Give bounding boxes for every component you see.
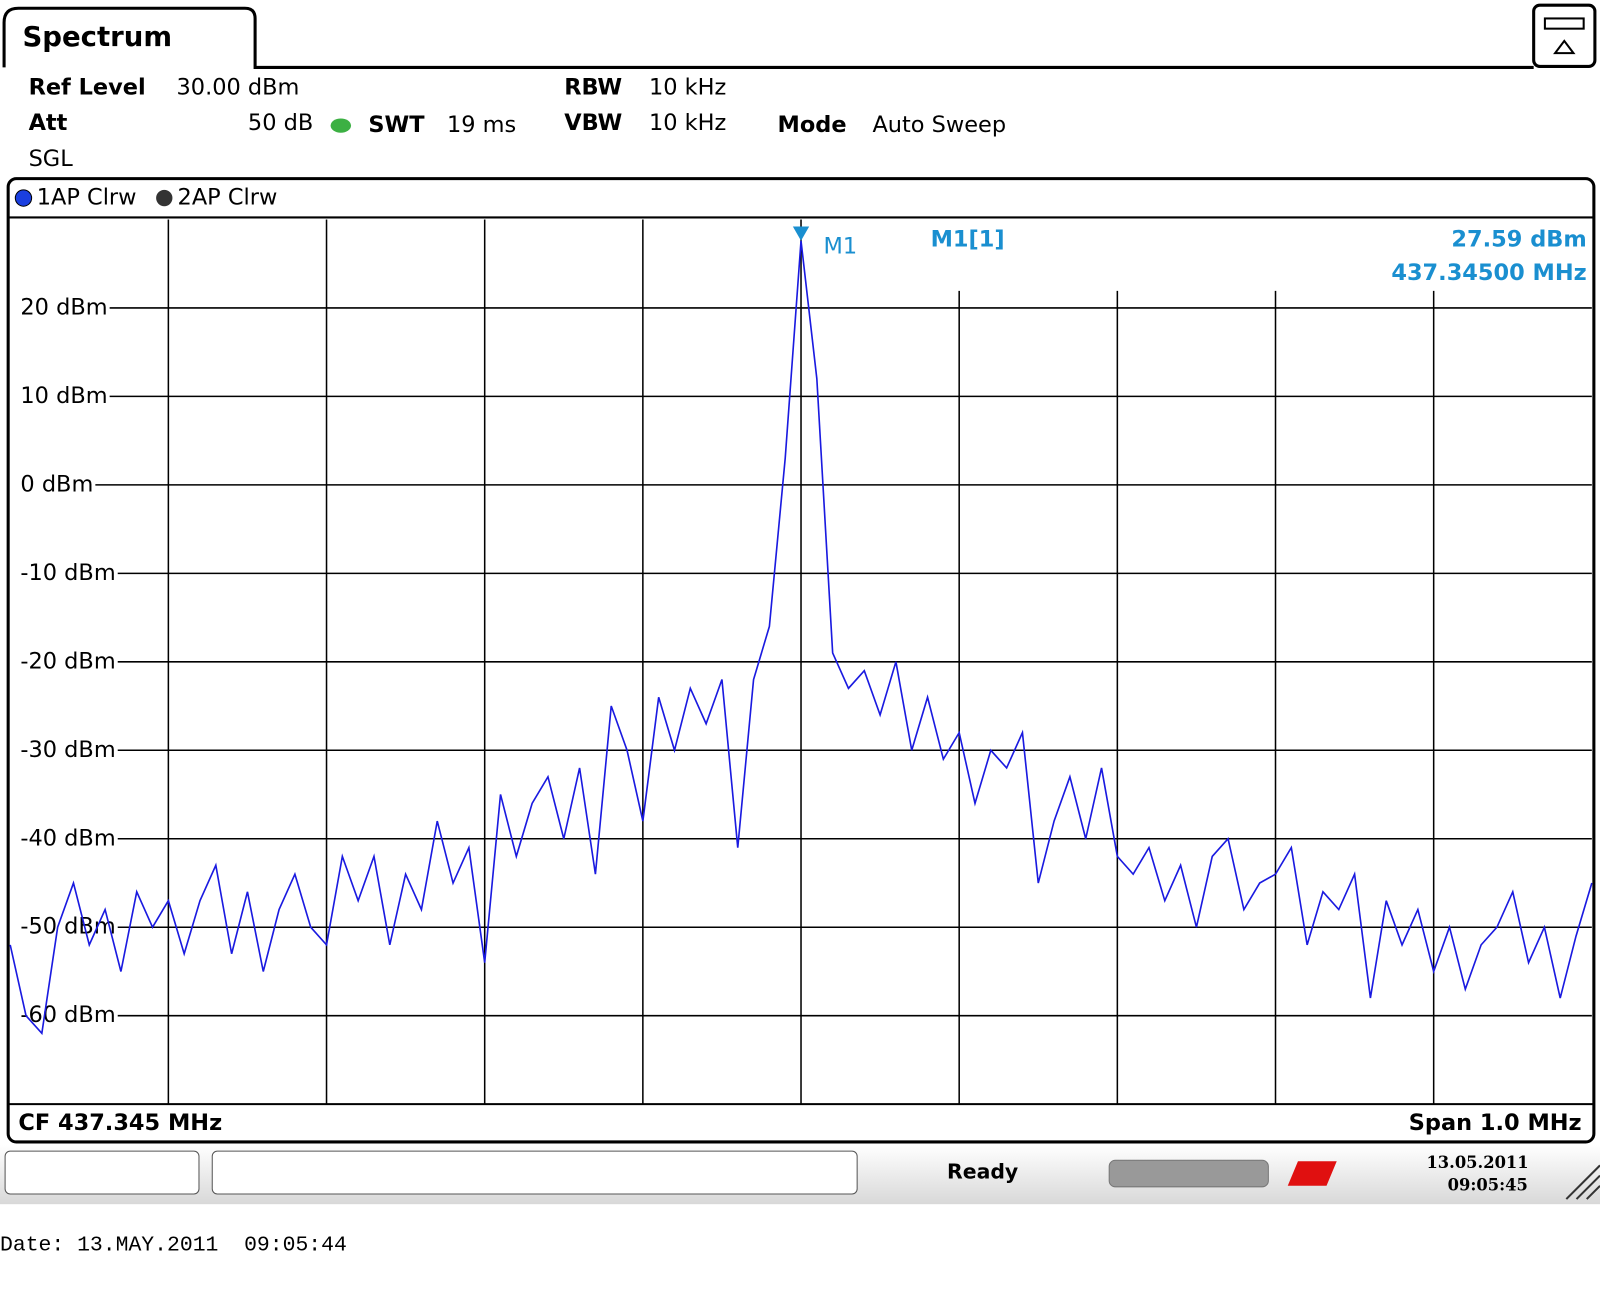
- setting-value: 50 dB: [248, 110, 313, 136]
- status-dot: [330, 118, 352, 133]
- footer-date: Date: 13.MAY.2011 09:05:44: [0, 1234, 347, 1258]
- marker-readout: M1[1]: [931, 226, 1005, 252]
- legend-swatch: [156, 189, 173, 207]
- setting-label: Mode: [778, 112, 847, 138]
- tab-title: Spectrum: [22, 21, 172, 53]
- icon: [1543, 17, 1585, 30]
- logo: [1287, 1161, 1337, 1186]
- marker-level: 27.59 dBm: [1451, 226, 1586, 252]
- trace: [9, 240, 1593, 1036]
- marker-label: M1: [823, 234, 857, 260]
- icon: [1553, 39, 1576, 55]
- legend-label: 1AP Clrw: [37, 185, 137, 211]
- legend-label: 2AP Clrw: [178, 185, 278, 211]
- marker-frequency: 437.34500 MHz: [1391, 260, 1586, 286]
- setting-label: Att: [29, 110, 68, 136]
- window-button[interactable]: [1532, 3, 1597, 68]
- y-tick-label: -10 dBm: [20, 560, 115, 586]
- setting-label: SWT: [368, 112, 425, 138]
- center-frequency: CF 437.345 MHz: [18, 1110, 222, 1136]
- y-tick-label: 20 dBm: [20, 294, 107, 320]
- setting-value: 30.00 dBm: [177, 74, 300, 100]
- y-tick-label: -20 dBm: [20, 648, 115, 674]
- progress-bar: [1108, 1159, 1269, 1188]
- grip: [1565, 1164, 1600, 1200]
- marker: [792, 226, 810, 241]
- y-tick-label: 10 dBm: [20, 383, 107, 409]
- setting-label: RBW: [564, 74, 622, 100]
- setting-value: 10 kHz: [649, 74, 726, 100]
- setting-label: VBW: [564, 110, 622, 136]
- status-time: 09:05:45: [1448, 1175, 1528, 1194]
- status-date: 13.05.2011: [1426, 1153, 1528, 1172]
- span: Span 1.0 MHz: [1409, 1110, 1582, 1136]
- tab-outline: [2, 6, 1534, 69]
- setting-value: Auto Sweep: [872, 112, 1006, 138]
- y-tick-label: -50 dBm: [20, 914, 115, 940]
- y-tick-label: -30 dBm: [20, 737, 115, 763]
- setting-value: 10 kHz: [649, 110, 726, 136]
- plot: 20 dBm 10 dBm 0 dBm -10 dBm -20 dBm -30 dBm -4…: [9, 219, 1593, 1105]
- setting-value: SGL: [29, 146, 74, 172]
- y-tick-label: -40 dBm: [20, 825, 115, 851]
- legend-swatch: [14, 189, 33, 207]
- input-box[interactable]: [211, 1150, 858, 1195]
- y-tick-label: 0 dBm: [20, 471, 93, 497]
- setting-value: 19 ms: [447, 112, 516, 138]
- y-tick-label: -60 dBm: [20, 1002, 115, 1028]
- status-state: Ready: [947, 1160, 1018, 1184]
- setting-label: Ref Level: [29, 74, 146, 100]
- softkey-box[interactable]: [4, 1150, 200, 1195]
